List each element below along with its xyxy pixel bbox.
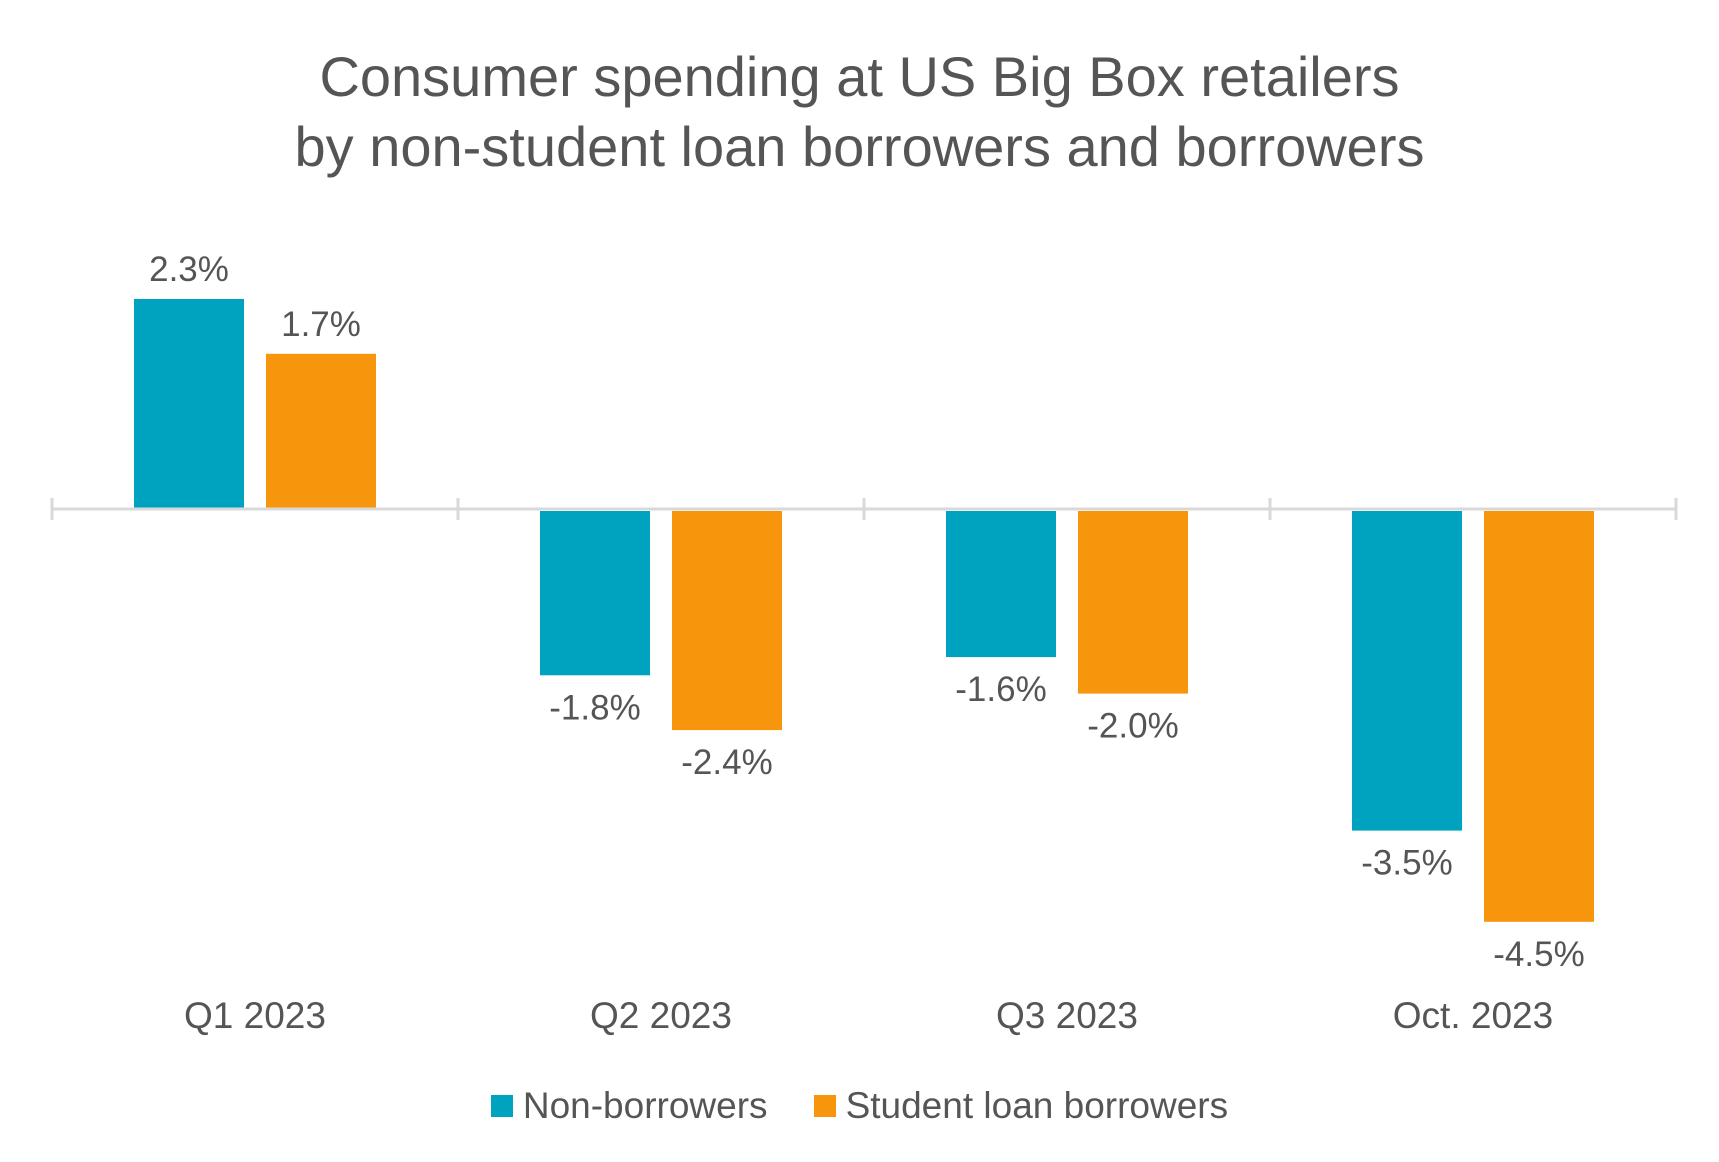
data-label-non-borrowers-oct-2023: -3.5% xyxy=(1361,844,1452,883)
category-label-q2-2023: Q2 2023 xyxy=(590,995,732,1036)
data-label-student-loan-borrowers-q1-2023: 1.7% xyxy=(281,305,361,344)
legend-item-student-loan-borrowers: Student loan borrowers xyxy=(813,1085,1229,1127)
bar-non-borrowers-q3-2023 xyxy=(946,511,1056,658)
bar-non-borrowers-q1-2023 xyxy=(134,299,244,509)
legend-item-non-borrowers: Non-borrowers xyxy=(490,1085,768,1127)
chart-title-line-1: Consumer spending at US Big Box retailer… xyxy=(319,45,1400,108)
legend-swatch-student-loan-borrowers xyxy=(813,1095,836,1117)
legend-swatch-non-borrowers xyxy=(490,1095,513,1117)
data-label-student-loan-borrowers-q3-2023: -2.0% xyxy=(1087,707,1178,746)
category-label-q3-2023: Q3 2023 xyxy=(996,995,1138,1036)
legend-label-student-loan-borrowers: Student loan borrowers xyxy=(845,1085,1229,1126)
data-label-non-borrowers-q2-2023: -1.8% xyxy=(549,688,640,727)
data-label-student-loan-borrowers-q2-2023: -2.4% xyxy=(681,743,772,782)
chart-title-line-2: by non-student loan borrowers and borrow… xyxy=(294,115,1425,178)
bar-student-loan-borrowers-q2-2023 xyxy=(672,511,782,731)
bar-non-borrowers-oct-2023 xyxy=(1352,511,1462,831)
data-label-non-borrowers-q1-2023: 2.3% xyxy=(149,250,229,289)
chart-title: Consumer spending at US Big Box retailer… xyxy=(0,42,1719,182)
bar-non-borrowers-q2-2023 xyxy=(540,511,650,676)
data-label-non-borrowers-q3-2023: -1.6% xyxy=(955,670,1046,709)
data-label-student-loan-borrowers-oct-2023: -4.5% xyxy=(1493,935,1584,974)
chart-legend: Non-borrowers Student loan borrowers xyxy=(0,1085,1719,1127)
category-label-oct-2023: Oct. 2023 xyxy=(1393,995,1553,1036)
bar-student-loan-borrowers-oct-2023 xyxy=(1484,511,1594,922)
category-label-q1-2023: Q1 2023 xyxy=(184,995,326,1036)
bar-student-loan-borrowers-q1-2023 xyxy=(266,353,376,509)
legend-label-non-borrowers: Non-borrowers xyxy=(522,1085,768,1126)
bar-student-loan-borrowers-q3-2023 xyxy=(1078,511,1188,694)
